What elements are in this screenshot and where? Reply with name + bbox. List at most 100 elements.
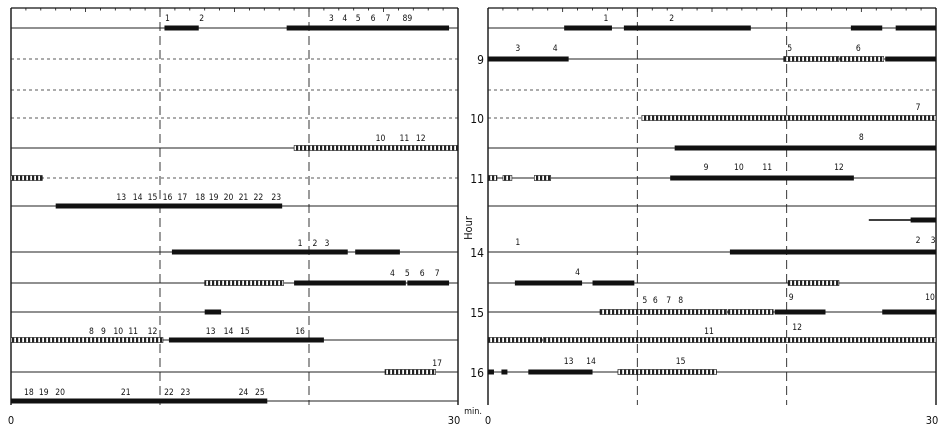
right-event-label: 7 bbox=[666, 296, 671, 306]
left-event-label: 1 bbox=[298, 239, 303, 249]
left-event-label: 5 bbox=[356, 14, 361, 24]
right-event-label: 10 bbox=[925, 293, 935, 303]
right-event-label: 15 bbox=[676, 357, 686, 367]
right-bar bbox=[515, 281, 582, 286]
right-event-label: 12 bbox=[792, 323, 802, 333]
left-event-label: 12 bbox=[148, 327, 158, 337]
left-event-label: 18 bbox=[24, 388, 34, 398]
hour-label: 10 bbox=[470, 112, 484, 126]
right-bar bbox=[593, 281, 635, 286]
right-bar bbox=[528, 370, 592, 375]
right-event-label: 11 bbox=[704, 327, 714, 337]
left-bar bbox=[385, 370, 436, 375]
right-bar bbox=[675, 146, 936, 151]
left-event-label: 17 bbox=[177, 193, 187, 203]
right-axis-max-label: 30 bbox=[926, 414, 939, 427]
left-event-label: 19 bbox=[209, 193, 219, 203]
right-event-label: 12 bbox=[834, 163, 844, 173]
right-event-label: 3 bbox=[931, 236, 936, 246]
left-event-label: 16 bbox=[163, 193, 173, 203]
left-bar bbox=[11, 176, 42, 181]
right-bar bbox=[488, 57, 569, 62]
left-event-label: 21 bbox=[239, 193, 249, 203]
right-bar bbox=[534, 176, 550, 181]
left-bar bbox=[164, 26, 198, 31]
left-bar bbox=[287, 26, 449, 31]
right-event-label: 1 bbox=[515, 238, 520, 248]
right-bar bbox=[885, 57, 936, 62]
left-event-label: 16 bbox=[295, 327, 305, 337]
left-event-label: 6 bbox=[420, 269, 425, 279]
activity-bars bbox=[11, 26, 936, 404]
right-event-label: 4 bbox=[553, 44, 558, 54]
left-event-label: 14 bbox=[224, 327, 234, 337]
right-bar bbox=[501, 370, 507, 375]
hour-label: 9 bbox=[477, 53, 484, 67]
right-event-label: 5 bbox=[787, 44, 792, 54]
right-event-label: 3 bbox=[515, 44, 520, 54]
right-bar bbox=[728, 310, 773, 315]
left-event-label: 13 bbox=[116, 193, 126, 203]
right-event-label: 7 bbox=[916, 103, 921, 113]
right-event-label: 14 bbox=[586, 357, 596, 367]
left-event-label: 11 bbox=[399, 134, 409, 144]
left-bar bbox=[11, 399, 267, 404]
left-event-label: 20 bbox=[55, 388, 65, 398]
right-event-label: 13 bbox=[564, 357, 574, 367]
left-event-label: 6 bbox=[371, 14, 376, 24]
left-event-label: 4 bbox=[390, 269, 395, 279]
right-bar bbox=[896, 26, 936, 31]
left-event-label: 21 bbox=[121, 388, 131, 398]
left-event-label: 14 bbox=[133, 193, 143, 203]
right-bar bbox=[730, 250, 936, 255]
right-event-label: 8 bbox=[678, 296, 683, 306]
left-event-label: 20 bbox=[224, 193, 234, 203]
left-event-label: 89 bbox=[402, 14, 412, 24]
left-event-label: 1 bbox=[165, 14, 170, 24]
right-event-label: 10 bbox=[734, 163, 744, 173]
right-event-label: 4 bbox=[575, 268, 580, 278]
left-event-label: 7 bbox=[435, 269, 440, 279]
left-event-label: 15 bbox=[240, 327, 250, 337]
right-event-label: 2 bbox=[916, 236, 921, 246]
right-event-label: 8 bbox=[859, 133, 864, 143]
right-event-label: 6 bbox=[856, 44, 861, 54]
right-bar bbox=[911, 218, 936, 223]
left-event-label: 17 bbox=[432, 359, 442, 369]
right-bar bbox=[788, 281, 839, 286]
left-event-label: 22 bbox=[253, 193, 263, 203]
left-axis-min-label: 0 bbox=[8, 414, 14, 427]
right-bar bbox=[670, 176, 854, 181]
left-event-label: 11 bbox=[128, 327, 138, 337]
left-bar bbox=[169, 338, 324, 343]
right-bar bbox=[564, 26, 612, 31]
left-bar bbox=[172, 250, 348, 255]
left-bar bbox=[11, 338, 163, 343]
left-bar bbox=[294, 146, 458, 151]
right-bar bbox=[775, 310, 826, 315]
left-event-label: 7 bbox=[386, 14, 391, 24]
left-bar bbox=[56, 204, 282, 209]
left-event-label: 8 bbox=[89, 327, 94, 337]
right-event-label: 9 bbox=[789, 293, 794, 303]
left-event-label: 22 bbox=[164, 388, 174, 398]
hour-label: 15 bbox=[470, 306, 484, 320]
left-event-label: 2 bbox=[199, 14, 204, 24]
right-bar bbox=[488, 370, 494, 375]
left-event-label: 13 bbox=[206, 327, 216, 337]
right-bar bbox=[488, 176, 497, 181]
left-event-label: 2 bbox=[313, 239, 318, 249]
left-bar bbox=[407, 281, 449, 286]
right-event-label: 6 bbox=[653, 296, 658, 306]
left-bar bbox=[205, 310, 221, 315]
left-event-label: 25 bbox=[255, 388, 265, 398]
right-event-label: 2 bbox=[669, 14, 674, 24]
right-event-label: 11 bbox=[762, 163, 772, 173]
right-event-label: 1 bbox=[604, 14, 609, 24]
right-bar bbox=[624, 26, 751, 31]
left-axis-max-label: 30 bbox=[448, 414, 461, 427]
right-bar bbox=[543, 338, 936, 343]
right-bar bbox=[784, 57, 839, 62]
